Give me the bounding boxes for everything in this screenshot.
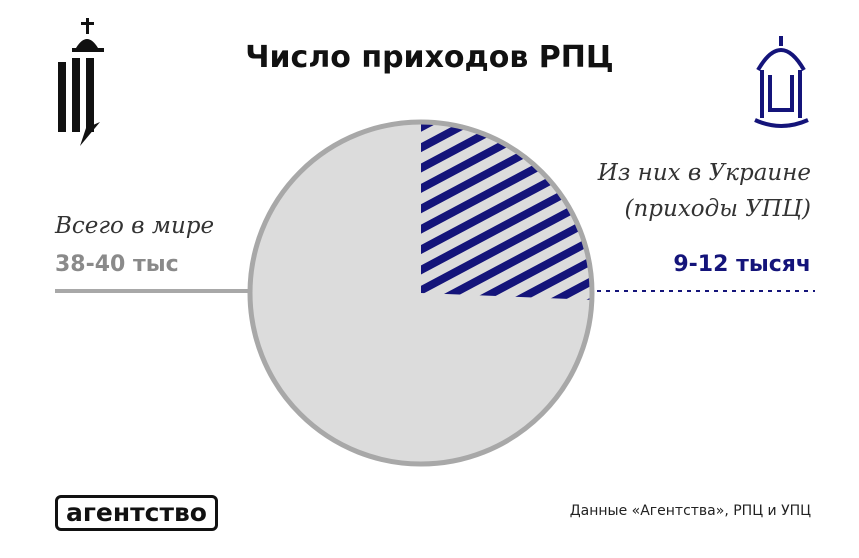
pie-slice — [421, 122, 593, 300]
pie — [247, 119, 595, 467]
agency-logo: агентство — [55, 495, 218, 531]
value-label: 9-12 тысяч — [673, 252, 811, 277]
rpc-logo — [58, 18, 104, 146]
category-label: Из них в Украине (приходы УПЦ) — [597, 160, 811, 222]
pie-outline — [247, 119, 595, 467]
chart-title: Число приходов РПЦ — [245, 40, 614, 75]
value-label: 38-40 тыс — [55, 252, 179, 277]
source-note: Данные «Агентства», РПЦ и УПЦ — [569, 503, 811, 519]
upc-logo — [754, 36, 809, 128]
category-label: Всего в мире — [55, 213, 215, 239]
